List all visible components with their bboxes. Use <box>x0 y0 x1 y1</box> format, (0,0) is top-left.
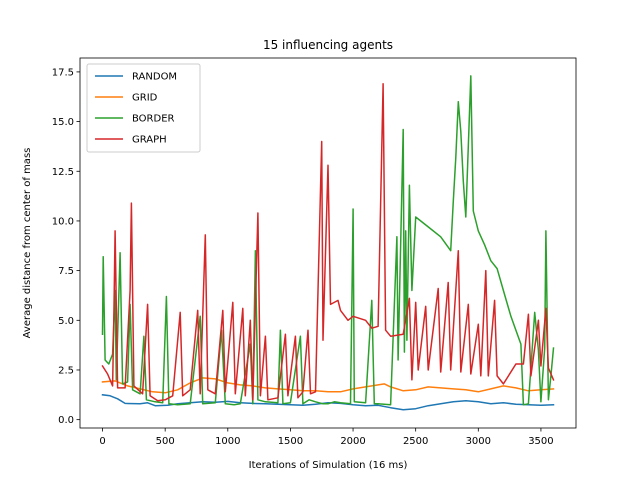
x-tick-label: 0 <box>99 436 105 447</box>
legend-label-border: BORDER <box>132 114 175 125</box>
y-tick-label: 5.0 <box>58 316 74 327</box>
y-tick-label: 7.5 <box>58 266 74 277</box>
y-tick-label: 17.5 <box>52 67 74 78</box>
series-line-border <box>101 75 555 406</box>
x-tick-label: 3000 <box>466 436 491 447</box>
y-axis-label: Average distance from center of mass <box>22 148 33 339</box>
series-line-grid <box>101 377 555 394</box>
y-tick-label: 2.5 <box>58 365 74 376</box>
x-tick-label: 3500 <box>528 436 553 447</box>
legend-box <box>86 63 201 153</box>
y-tick-label: 12.5 <box>52 167 74 178</box>
chart-title: 15 influencing agents <box>263 38 393 52</box>
legend-label-graph: GRAPH <box>132 135 167 146</box>
y-axis-ticks: 0.0 2.5 5.0 7.5 10.0 12.5 15.0 17.5 <box>52 67 80 426</box>
y-tick-label: 10.0 <box>52 216 74 227</box>
y-tick-label: 15.0 <box>52 117 74 128</box>
x-tick-label: 1000 <box>215 436 240 447</box>
series-layer <box>101 75 555 411</box>
legend-label-random: RANDOM <box>132 72 177 83</box>
legend: RANDOM GRID BORDER GRAPH <box>86 63 201 153</box>
series-line-random <box>101 393 555 411</box>
series-line-graph <box>101 83 555 402</box>
legend-label-grid: GRID <box>132 93 158 104</box>
x-tick-label: 2500 <box>403 436 428 447</box>
y-tick-label: 0.0 <box>58 415 74 426</box>
x-tick-label: 2000 <box>340 436 365 447</box>
x-axis-ticks: 0 500 1000 1500 2000 2500 3000 3500 <box>99 428 554 447</box>
x-axis-label: Iterations of Simulation (16 ms) <box>249 460 408 471</box>
x-tick-label: 500 <box>156 436 175 447</box>
x-tick-label: 1500 <box>278 436 303 447</box>
plot-frame <box>79 57 577 429</box>
